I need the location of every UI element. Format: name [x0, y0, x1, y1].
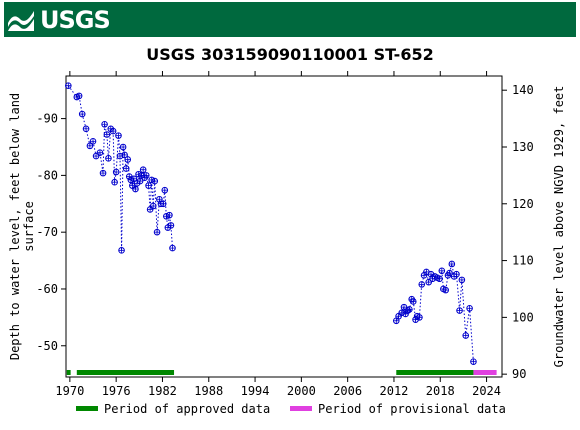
x-tick-label: 1988 [194, 384, 223, 398]
data-series [65, 82, 477, 365]
data-point [119, 143, 127, 151]
data-point [99, 169, 107, 177]
data-point [78, 110, 86, 118]
y-right-tick-label: 100 [512, 310, 534, 324]
approval-bar-provisional [473, 370, 497, 375]
x-tick-label: 1970 [55, 384, 84, 398]
x-tick-label: 1976 [102, 384, 131, 398]
legend-label: Period of provisional data [318, 402, 506, 416]
y-left-tick-label: -80 [36, 168, 58, 182]
data-point [122, 165, 130, 172]
y-left-tick-label: -70 [36, 225, 58, 239]
data-point [130, 175, 138, 183]
data-point [65, 82, 72, 89]
approval-bar-approved [396, 370, 474, 375]
x-tick-label: 2018 [426, 384, 455, 398]
data-point [146, 206, 154, 213]
usgs-logo-text: USGS [40, 5, 111, 34]
header-banner: USGS [0, 0, 580, 40]
data-point [409, 298, 417, 305]
data-point [466, 304, 473, 312]
data-point [400, 303, 408, 311]
y-axis-right-label: Groundwater level above NGVD 1929, feet [552, 86, 566, 368]
approval-bar-approved [76, 370, 175, 375]
x-tick-label: 1982 [148, 384, 177, 398]
data-point [159, 200, 167, 208]
data-point [446, 269, 453, 277]
y-axis-left-label: Depth to water level, feet below landsur… [8, 93, 36, 360]
y-left-tick-label: -60 [36, 282, 58, 296]
y-right-tick-label: 110 [512, 254, 534, 268]
data-point [101, 120, 108, 128]
data-point [124, 156, 132, 163]
data-point [121, 151, 128, 159]
y-right-tick-label: 130 [512, 140, 534, 154]
y-right-tick-label: 120 [512, 197, 534, 211]
data-point [167, 222, 175, 229]
data-point [166, 211, 173, 219]
data-point [453, 270, 460, 278]
y-right-tick-label: 90 [512, 367, 526, 381]
x-tick-label: 2006 [333, 384, 362, 398]
data-point [153, 228, 161, 236]
data-point [92, 152, 100, 160]
data-point [406, 306, 413, 313]
data-point [395, 312, 402, 320]
x-tick-label: 1994 [241, 384, 270, 398]
x-tick-label: 2024 [472, 384, 501, 398]
data-point [111, 178, 118, 186]
data-point [105, 155, 112, 162]
data-point [442, 286, 449, 294]
data-point [139, 166, 147, 174]
data-point [470, 358, 477, 365]
y-right-tick-label: 140 [512, 83, 534, 97]
legend-swatch [290, 406, 312, 411]
series-line [395, 263, 474, 362]
x-tick-label: 2012 [380, 384, 409, 398]
data-point [438, 267, 446, 275]
data-point [448, 260, 456, 268]
data-point [145, 182, 152, 189]
y-left-tick-label: -90 [36, 112, 58, 126]
data-point [132, 185, 139, 193]
approval-bar-approved [66, 370, 71, 375]
approval-bars [66, 370, 497, 375]
data-point [398, 309, 405, 317]
data-point [82, 125, 90, 133]
data-point [149, 202, 157, 210]
data-point [89, 138, 97, 145]
header-bar [4, 2, 576, 37]
data-point [109, 127, 117, 135]
plot-frame [65, 75, 503, 378]
data-point [161, 186, 169, 194]
data-point [103, 131, 111, 138]
data-point [96, 149, 104, 156]
legend-swatch [76, 406, 98, 411]
usgs-logo[interactable]: USGS [6, 3, 111, 36]
data-point [425, 278, 432, 286]
usgs-wave-icon [8, 10, 34, 31]
legend: Period of approved data Period of provisi… [76, 402, 506, 416]
data-point [86, 142, 94, 150]
data-point [118, 247, 125, 254]
x-tick-label: 2000 [287, 384, 316, 398]
data-point [416, 314, 423, 321]
data-point [115, 132, 122, 139]
y-left-tick-label: -50 [36, 339, 58, 353]
series-line [67, 85, 173, 251]
data-point [418, 281, 426, 288]
data-point [142, 172, 150, 179]
data-point [458, 276, 466, 284]
chart-title: USGS 303159090110001 ST-652 [146, 45, 434, 64]
data-point [75, 92, 83, 100]
data-point [169, 244, 176, 252]
data-point [456, 307, 463, 314]
axis-ticks: 1970 1976 1982 1988 1994 2000 2006 2012 2018 2024… [36, 71, 534, 398]
data-point [112, 168, 120, 176]
data-point [436, 275, 443, 283]
legend-label: Period of approved data [104, 402, 270, 416]
data-point [151, 177, 159, 185]
data-point [462, 332, 470, 339]
